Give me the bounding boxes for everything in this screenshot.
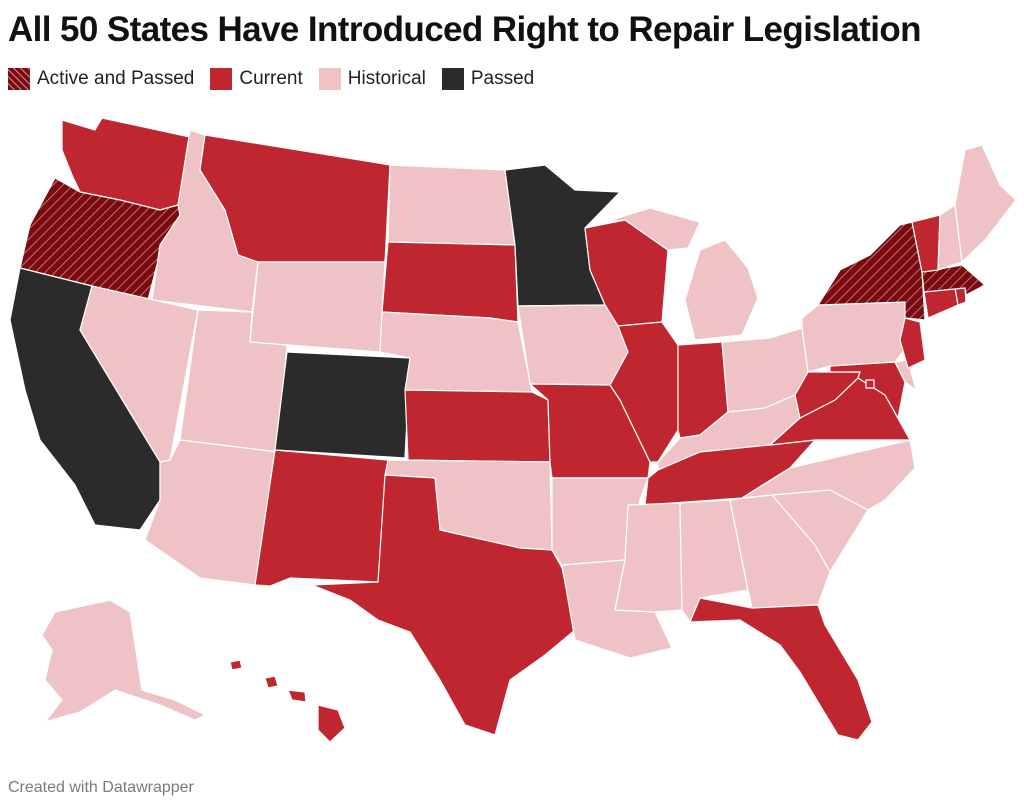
- state-pa[interactable]: [801, 301, 913, 373]
- state-ak[interactable]: [41, 599, 206, 723]
- state-nd[interactable]: [387, 164, 516, 246]
- hawaii-island-oahu: [264, 675, 279, 689]
- state-ct[interactable]: [923, 287, 959, 319]
- state-dc[interactable]: [865, 379, 875, 389]
- legend-item-historical: Historical: [318, 68, 426, 90]
- legend-swatch-passed: [441, 68, 464, 90]
- state-wy[interactable]: [249, 261, 386, 353]
- state-ks[interactable]: [404, 389, 551, 463]
- credit-footer: Created with Datawrapper: [8, 779, 194, 796]
- hawaii-island-maui: [287, 689, 307, 703]
- state-de[interactable]: [894, 359, 917, 391]
- state-fl[interactable]: [689, 597, 873, 741]
- state-sd[interactable]: [381, 241, 519, 323]
- legend-swatch-current: [210, 68, 233, 90]
- state-hi[interactable]: [229, 659, 346, 743]
- state-nm[interactable]: [254, 449, 389, 587]
- legend-swatch-historical: [318, 68, 341, 90]
- hawaii-island-kauai: [229, 659, 243, 671]
- state-nc[interactable]: [741, 439, 916, 511]
- state-tx[interactable]: [311, 474, 576, 736]
- state-nj[interactable]: [899, 317, 926, 369]
- state-ia[interactable]: [517, 304, 629, 386]
- state-il[interactable]: [609, 321, 679, 463]
- legend-label-active-passed: Active and Passed: [37, 68, 195, 89]
- legend: Active and Passed Current Historical Pas…: [8, 68, 550, 90]
- hawaii-island-big: [317, 704, 346, 743]
- state-mi[interactable]: [604, 207, 759, 341]
- us-states-map: [9, 117, 1017, 743]
- state-me[interactable]: [954, 144, 1017, 263]
- legend-item-passed: Passed: [441, 68, 535, 90]
- legend-label-passed: Passed: [470, 68, 535, 89]
- legend-item-active-passed: Active and Passed: [8, 68, 194, 90]
- state-ma[interactable]: [921, 264, 986, 296]
- legend-swatch-active-passed: [8, 68, 30, 90]
- legend-item-current: Current: [210, 68, 303, 90]
- legend-label-current: Current: [239, 68, 303, 89]
- state-co[interactable]: [274, 351, 411, 459]
- legend-label-historical: Historical: [347, 68, 426, 89]
- chart-title: All 50 States Have Introduced Right to R…: [8, 10, 922, 49]
